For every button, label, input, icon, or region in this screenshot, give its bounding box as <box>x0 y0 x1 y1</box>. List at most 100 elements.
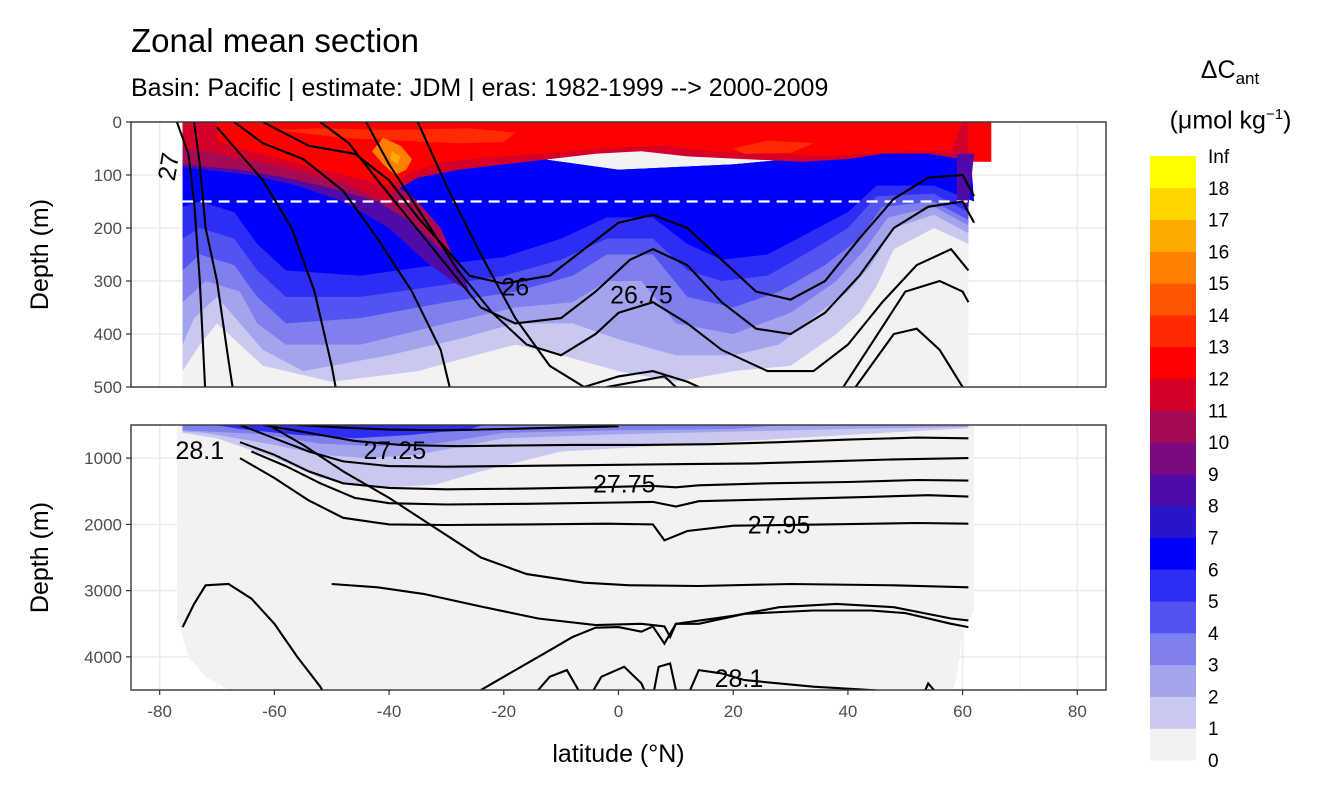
legend-swatch-15 <box>1150 251 1196 284</box>
isopycnal-line <box>416 122 702 387</box>
x-tick-label: 20 <box>724 702 743 721</box>
legend-swatch-10 <box>1150 410 1196 443</box>
legend-label: 16 <box>1208 242 1229 263</box>
legend-label: Inf <box>1208 147 1230 168</box>
x-tick-label: 60 <box>953 702 972 721</box>
y-tick-label: 3000 <box>84 582 122 601</box>
isopycnal-line <box>854 327 964 387</box>
legend-swatch-17 <box>1150 187 1196 221</box>
y-tick-label: 500 <box>94 378 122 397</box>
y-axis-title: Depth (m) <box>26 502 54 613</box>
y-tick-label: 200 <box>94 219 122 238</box>
legend-label: 13 <box>1208 338 1229 359</box>
field-level-16 <box>390 151 401 165</box>
isopycnal-line <box>924 681 936 690</box>
isopycnal-line <box>480 609 969 690</box>
legend-swatch-2 <box>1150 664 1196 697</box>
x-tick-label: -40 <box>377 702 402 721</box>
legend-unit-sup: −1 <box>1265 106 1284 123</box>
legend-swatch-11 <box>1150 378 1196 411</box>
legend-swatch-9 <box>1150 442 1196 475</box>
y-tick-label: 4000 <box>84 648 122 667</box>
isopycnal-line <box>175 122 207 387</box>
isopycnal-line <box>262 425 969 448</box>
y-tick-label: 300 <box>94 272 122 291</box>
isopycnal-line <box>239 457 969 542</box>
isopycnal-label: 28.1 <box>715 665 764 693</box>
legend-swatch-13 <box>1150 314 1196 348</box>
legend-label: 0 <box>1208 751 1219 772</box>
isopycnal-label: 27.95 <box>748 511 811 539</box>
isopycnal-line <box>216 126 337 387</box>
isopycnal-label: 27.75 <box>593 470 656 498</box>
x-tick-label: -20 <box>492 702 517 721</box>
legend-title-sub: ant <box>1235 69 1260 88</box>
x-tick-label: -60 <box>262 702 287 721</box>
legend-label: 11 <box>1208 401 1228 422</box>
legend-unit-main: (μmol kg <box>1169 106 1266 135</box>
legend-title-main: ΔC <box>1200 56 1236 84</box>
panel-lower: 28.1 27.25 27.75 27.95 28.1 1000 2000 3000 4000 D… <box>26 424 1107 693</box>
isopycnal-line <box>193 122 234 387</box>
isopycnal-line <box>233 122 451 387</box>
legend-swatch-0 <box>1150 728 1196 761</box>
legend-swatch-4 <box>1150 601 1196 634</box>
panel-upper: 26 26.75 27 0 100 200 300 400 500 Depth (m) <box>26 113 1107 397</box>
legend-label: 8 <box>1208 497 1219 518</box>
isopycnal-label: 26.75 <box>610 281 673 309</box>
legend-label: 6 <box>1208 560 1219 581</box>
field-fill <box>182 122 992 387</box>
x-tick-label: 0 <box>614 702 623 721</box>
legend-label: 3 <box>1208 656 1219 677</box>
isopycnal-line <box>603 375 678 387</box>
legend-label: 18 <box>1208 179 1229 200</box>
y-tick-label: 0 <box>113 113 122 132</box>
x-tick-label: 80 <box>1068 702 1087 721</box>
y-tick-label: 100 <box>94 166 122 185</box>
legend-label: 14 <box>1208 306 1230 327</box>
legend-unit-end: ) <box>1283 106 1292 135</box>
legend-swatch-12 <box>1150 346 1196 380</box>
y-axis-title: Depth (m) <box>26 199 54 310</box>
isopycnal-line <box>653 662 677 690</box>
isopycnal-line <box>297 425 619 432</box>
panel-border <box>130 121 1107 388</box>
x-tick-label: -80 <box>147 702 172 721</box>
legend-swatch-8 <box>1150 473 1196 507</box>
isopycnal-label-group: 26 26.75 27 <box>153 151 673 310</box>
legend-label: 5 <box>1208 592 1219 613</box>
isopycnal-label: 26 <box>501 273 529 301</box>
field-edge-north <box>968 122 992 162</box>
legend-label: 15 <box>1208 274 1229 295</box>
isopycnal-line <box>250 450 969 508</box>
isopycnal-label: 28.1 <box>175 437 224 465</box>
legend-label: 4 <box>1208 624 1219 645</box>
legend-title: ΔCant <box>1170 56 1290 89</box>
isopycnal-line <box>181 582 324 690</box>
isopycnal-label: 27.25 <box>364 437 427 465</box>
isopycnal-lines <box>175 122 976 387</box>
isopycnal-line <box>365 122 970 373</box>
chart-title: Zonal mean section <box>131 22 419 59</box>
legend-swatch-14 <box>1150 283 1196 316</box>
isopycnal-line <box>331 582 969 640</box>
legend-swatch-1 <box>1150 696 1196 729</box>
isopycnal-line <box>319 122 976 336</box>
legend-label: 12 <box>1208 370 1229 391</box>
isopycnal-line <box>689 668 883 690</box>
legend-label: 17 <box>1208 211 1229 232</box>
legend-swatch-16 <box>1150 219 1196 252</box>
legend-swatch-18 <box>1150 156 1196 189</box>
isopycnal-line <box>268 425 969 589</box>
field-level-13b <box>733 140 814 154</box>
legend-label: 2 <box>1208 687 1219 708</box>
isopycnal-label: 27 <box>153 151 185 183</box>
isopycnal-lines <box>181 425 969 690</box>
legend-swatch-5 <box>1150 569 1196 602</box>
legend-swatch-6 <box>1150 537 1196 570</box>
legend-label: 10 <box>1208 433 1229 454</box>
legend-label: 9 <box>1208 465 1219 486</box>
chart-subtitle: Basin: Pacific | estimate: JDM | eras: 1… <box>131 74 829 102</box>
